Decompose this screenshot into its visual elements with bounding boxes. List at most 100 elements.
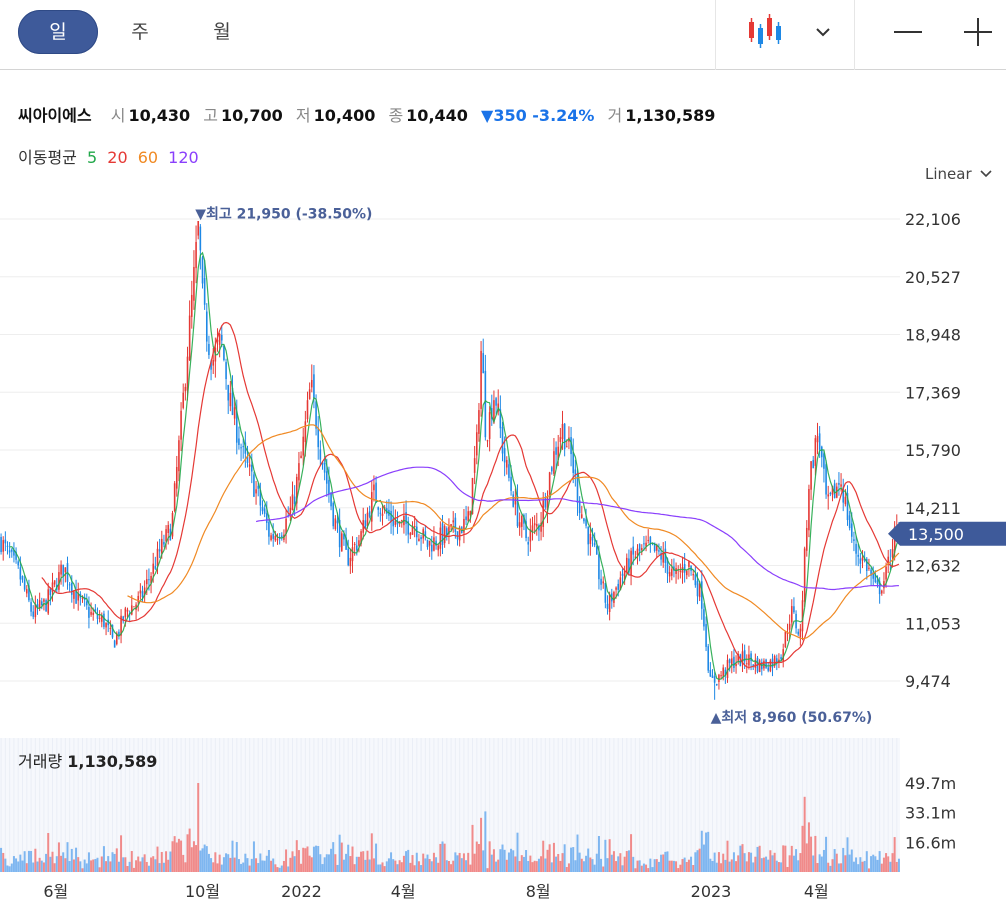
candle-body <box>454 517 457 532</box>
candle-body <box>463 518 465 533</box>
candle-body <box>205 311 208 342</box>
ma-5-label[interactable]: 5 <box>86 148 98 167</box>
volume-bar <box>707 831 710 872</box>
volume-bar <box>370 833 373 872</box>
volume-bar <box>880 863 883 872</box>
volume-bar <box>40 860 43 872</box>
tab-weekly[interactable]: 주 <box>131 21 149 43</box>
volume-bar <box>833 849 836 872</box>
candle-body <box>632 546 635 555</box>
volume-bar <box>237 859 240 872</box>
candle-body <box>8 550 11 553</box>
candle-body <box>621 573 624 576</box>
zoom-in-button[interactable] <box>958 12 998 52</box>
volume-bar <box>377 864 380 872</box>
volume-bar <box>475 841 478 872</box>
candle-body <box>767 667 770 671</box>
volume-bar <box>94 859 97 872</box>
candle-body <box>428 540 431 546</box>
volume-bar <box>150 857 153 872</box>
volume-bar <box>572 847 575 872</box>
volume-bar <box>735 861 738 872</box>
volume-bar <box>514 856 517 872</box>
chart-type-button[interactable] <box>740 12 790 52</box>
candle-body <box>223 345 225 361</box>
candle-body <box>34 604 37 618</box>
volume-bar <box>113 853 116 872</box>
volume-bar <box>739 845 742 872</box>
candle-body <box>606 603 609 609</box>
candle-body <box>152 563 155 574</box>
candle-body <box>685 570 688 576</box>
volume-bar <box>120 835 123 872</box>
price-tick-label: 17,369 <box>905 383 961 402</box>
volume-bar <box>726 840 729 872</box>
candle-body <box>670 569 673 576</box>
candle-body <box>718 674 720 682</box>
candle-body <box>508 464 510 478</box>
zoom-out-button[interactable] <box>888 12 928 52</box>
volume-bar <box>15 858 18 872</box>
tab-daily[interactable]: 일 <box>18 10 98 54</box>
volume-bar <box>375 843 378 872</box>
plus-icon <box>964 18 992 46</box>
candle-body <box>109 627 112 629</box>
candle-body <box>390 510 392 522</box>
volume-bar <box>762 857 765 872</box>
candle-body <box>758 660 761 672</box>
volume-bar <box>484 811 487 872</box>
candle-body <box>306 400 309 420</box>
ma-20-label[interactable]: 20 <box>107 148 128 167</box>
candle-body <box>503 448 506 463</box>
volume-bar <box>242 862 245 872</box>
x-tick-label: 4월 <box>804 882 829 901</box>
volume-bar <box>467 852 470 872</box>
candle-body <box>782 649 785 662</box>
volume-bar <box>574 860 577 872</box>
candle-body <box>13 549 15 556</box>
candle-body <box>587 526 590 545</box>
candle-body <box>246 456 249 463</box>
candle-body <box>634 556 637 558</box>
volume-bar <box>66 842 69 872</box>
volume-bar <box>649 858 652 872</box>
volume-bar <box>632 856 635 872</box>
candle-body <box>4 539 7 544</box>
volume-bar <box>295 840 298 872</box>
candle-body <box>424 531 427 537</box>
volume-bar <box>34 848 37 872</box>
volume-bar <box>353 864 356 872</box>
ma-120-label[interactable]: 120 <box>168 148 199 167</box>
volume-bar <box>662 854 665 872</box>
candle-body <box>377 507 380 510</box>
volume-bar <box>510 848 513 872</box>
volume-bar <box>231 840 234 872</box>
volume-bar <box>274 864 277 872</box>
volume-bar <box>765 856 768 872</box>
volume-bar <box>430 861 433 872</box>
volume-bar <box>165 851 168 872</box>
ma-60-label[interactable]: 60 <box>137 148 159 167</box>
volume-bar <box>829 865 832 872</box>
candle-body <box>578 500 581 514</box>
candle-body <box>370 492 373 522</box>
candle-body <box>681 566 684 573</box>
volume-bar <box>263 860 266 872</box>
candle-body <box>484 370 487 438</box>
volume-bar <box>19 854 22 872</box>
scale-selector[interactable]: Linear <box>925 165 992 183</box>
volume-bar <box>617 856 620 872</box>
volume-bar <box>267 849 270 872</box>
candle-body <box>679 570 682 572</box>
chart-type-dropdown[interactable] <box>808 12 838 52</box>
volume-bar <box>867 868 870 872</box>
volume-bar <box>743 853 746 872</box>
candle-body <box>694 574 697 586</box>
volume-bar <box>321 864 324 872</box>
candle-body <box>518 522 521 528</box>
tab-monthly[interactable]: 월 <box>213 21 231 43</box>
volume-bar <box>730 859 733 872</box>
candle-body <box>321 462 324 465</box>
volume-bar <box>773 852 776 872</box>
